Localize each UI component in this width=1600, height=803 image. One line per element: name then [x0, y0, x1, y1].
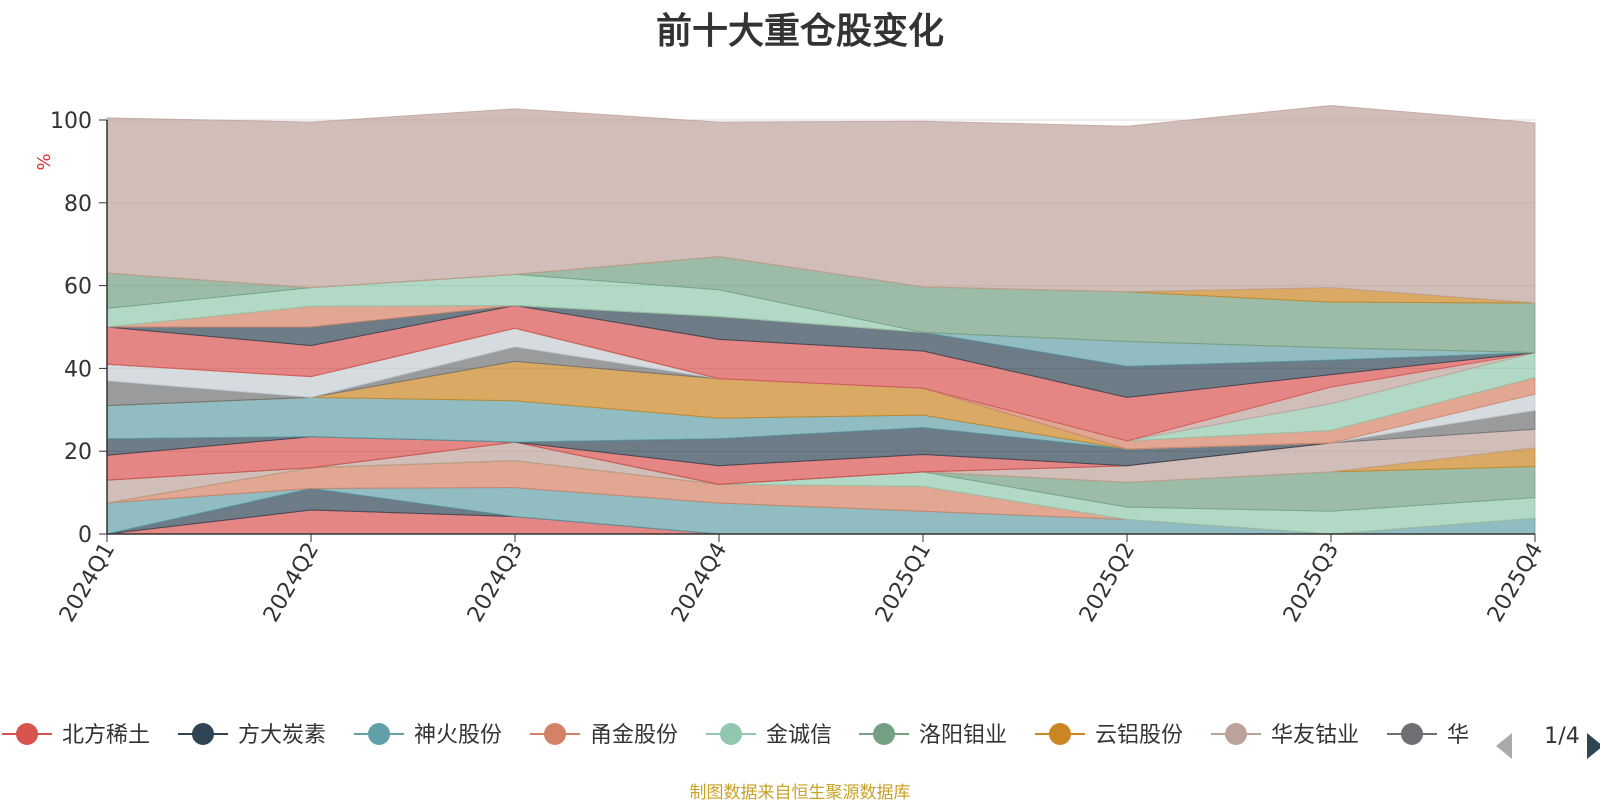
legend-marker-icon-5[interactable]	[873, 723, 895, 745]
legend-layer: 1/4 北方稀土 方大炭素 神火股份 甬金股份 金诚信 洛阳钼业 云铝股份 华友钴业 华	[2, 723, 1600, 759]
legend-marker-icon-0[interactable]	[16, 723, 38, 745]
legend-marker-icon-2[interactable]	[368, 723, 390, 745]
y-tick-label-40: 40	[64, 357, 92, 382]
legend-marker-icon-6[interactable]	[1049, 723, 1071, 745]
y-tick-label-20: 20	[64, 440, 92, 465]
x-tick-label-4: 2025Q1	[871, 539, 936, 627]
source-note: 制图数据来自恒生聚源数据库	[689, 783, 911, 803]
x-tick-label-0: 2024Q1	[55, 539, 120, 627]
x-tick-label-5: 2025Q2	[1075, 539, 1140, 627]
legend-label-0[interactable]: 北方稀土	[62, 723, 150, 748]
area-series-25	[106, 105, 1536, 304]
legend-marker-icon-8[interactable]	[1401, 723, 1423, 745]
legend-page-indicator: 1/4	[1544, 724, 1579, 749]
legend-marker-icon-3[interactable]	[544, 723, 566, 745]
legend-label-4[interactable]: 金诚信	[766, 723, 832, 748]
chart-title: 前十大重仓股变化	[655, 11, 944, 52]
x-tick-label-7: 2025Q4	[1483, 539, 1548, 627]
y-axis-label: %	[34, 153, 55, 170]
y-tick-label-80: 80	[64, 192, 92, 217]
legend-label-8[interactable]: 华	[1447, 723, 1469, 748]
x-tick-label-6: 2025Q3	[1279, 539, 1344, 627]
legend-label-1[interactable]: 方大炭素	[238, 723, 326, 748]
legend-prev-arrow-icon[interactable]	[1496, 733, 1512, 759]
legend-label-2[interactable]: 神火股份	[414, 723, 502, 748]
legend-label-6[interactable]: 云铝股份	[1095, 723, 1183, 748]
y-tick-label-0: 0	[78, 523, 92, 548]
legend-marker-icon-1[interactable]	[192, 723, 214, 745]
x-tick-label-3: 2024Q4	[667, 539, 732, 627]
legend-label-5[interactable]: 洛阳钼业	[919, 723, 1007, 748]
legend-label-7[interactable]: 华友钴业	[1271, 723, 1359, 748]
x-tick-label-2: 2024Q3	[463, 539, 528, 627]
legend-next-arrow-icon[interactable]	[1587, 733, 1600, 759]
x-tick-label-1: 2024Q2	[259, 539, 324, 627]
y-tick-label-60: 60	[64, 275, 92, 300]
y-tick-label-100: 100	[50, 109, 92, 134]
legend-marker-icon-4[interactable]	[720, 723, 742, 745]
area-layer	[106, 105, 1536, 535]
legend-marker-icon-7[interactable]	[1225, 723, 1247, 745]
legend-label-3[interactable]: 甬金股份	[590, 723, 678, 748]
